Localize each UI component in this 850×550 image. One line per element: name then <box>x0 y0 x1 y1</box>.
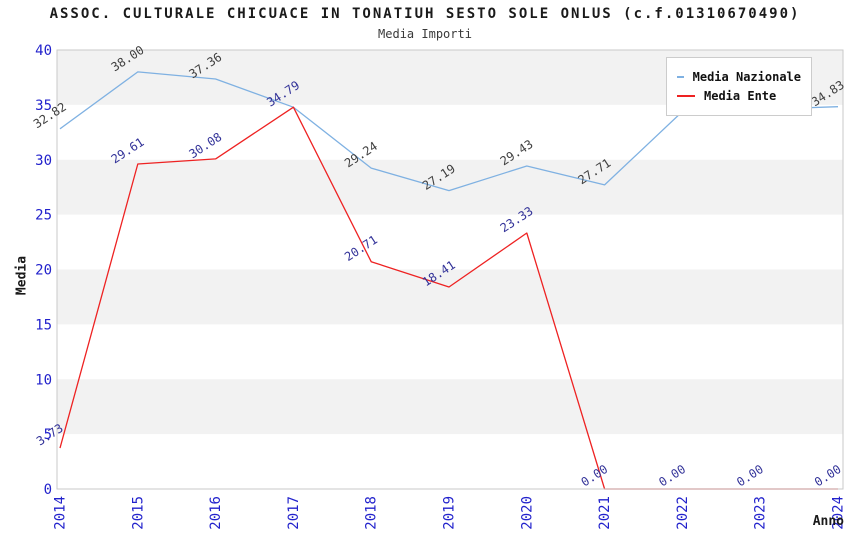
x-tick-label: 2023 <box>753 496 769 530</box>
grid-band <box>57 159 843 215</box>
grid-band <box>57 269 843 325</box>
y-tick-label: 10 <box>35 372 52 388</box>
y-tick-label: 20 <box>35 263 52 279</box>
legend-label-media-nazionale: Media Nazionale <box>692 70 801 84</box>
y-tick-label: 15 <box>35 317 52 333</box>
legend-label-media-ente: Media Ente <box>704 89 777 103</box>
x-tick-label: 2024 <box>831 496 847 530</box>
chart-subtitle: Media Importi <box>378 27 472 41</box>
y-tick-label: 25 <box>35 208 52 224</box>
chart-title: ASSOC. CULTURALE CHICUACE IN TONATIUH SE… <box>49 6 801 22</box>
plot-frame <box>56 49 844 490</box>
y-tick-label: 40 <box>35 43 52 59</box>
x-tick-label: 2018 <box>364 496 380 530</box>
point-label-ente: 0.00 <box>656 462 688 489</box>
x-tick-label: 2021 <box>597 496 613 530</box>
x-tick-label: 2017 <box>286 496 302 530</box>
point-label-ente: 0.00 <box>812 462 844 489</box>
legend-item-media-nazionale: Media Nazionale <box>677 69 801 85</box>
legend-line-nazionale-icon <box>677 76 684 78</box>
legend-line-ente-icon <box>677 95 695 97</box>
legend: Media Nazionale Media Ente <box>666 57 812 116</box>
x-tick-label: 2022 <box>675 496 691 530</box>
y-tick-label: 30 <box>35 153 52 169</box>
y-tick-label: 5 <box>44 427 52 443</box>
y-tick-label: 35 <box>35 98 52 114</box>
x-tick-label: 2019 <box>442 496 458 530</box>
y-tick-label: 0 <box>44 482 52 498</box>
point-label-ente: 0.00 <box>578 462 610 489</box>
grid-band <box>57 379 843 435</box>
x-axis-title: Anno <box>812 514 844 529</box>
point-label-ente: 0.00 <box>734 462 766 489</box>
x-tick-label: 2015 <box>130 496 146 530</box>
x-tick-label: 2014 <box>53 496 69 530</box>
legend-item-media-ente: Media Ente <box>677 88 801 104</box>
x-tick-label: 2016 <box>208 496 224 530</box>
x-tick-label: 2020 <box>519 496 535 530</box>
y-axis-title: Media <box>14 255 30 296</box>
point-label-ente: 20.71 <box>342 233 380 264</box>
